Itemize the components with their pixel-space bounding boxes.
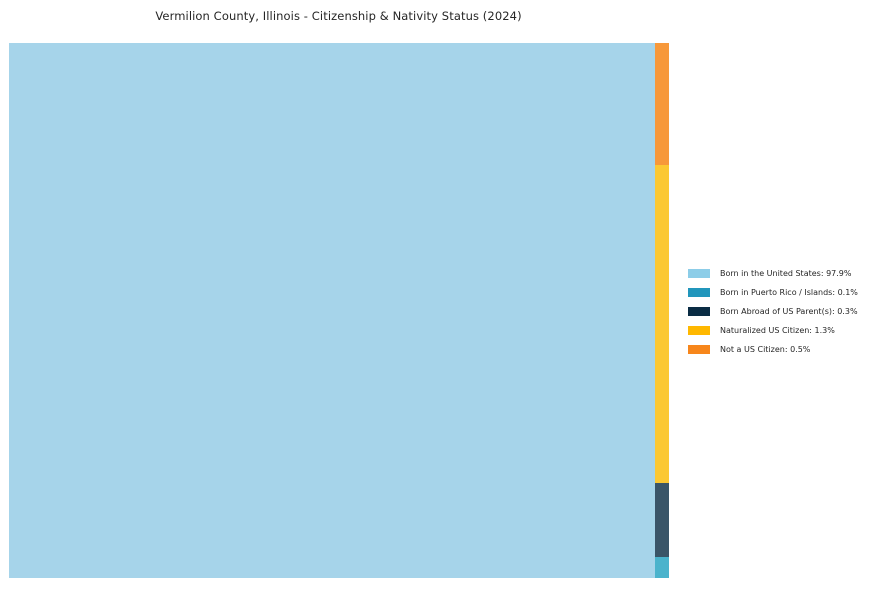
legend-item-born-in-puerto-rico-islands[interactable]: Born in Puerto Rico / Islands: 0.1%	[688, 283, 883, 302]
legend-item-born-abroad-of-us-parents[interactable]: Born Abroad of US Parent(s): 0.3%	[688, 302, 883, 321]
treemap-tile-born-in-puerto-rico-islands[interactable]	[655, 557, 669, 578]
legend-item-naturalized-us-citizen[interactable]: Naturalized US Citizen: 1.3%	[688, 321, 883, 340]
legend-item-label: Born in Puerto Rico / Islands: 0.1%	[720, 287, 858, 297]
legend-item-label: Not a US Citizen: 0.5%	[720, 344, 811, 354]
treemap-plot-area	[9, 43, 669, 578]
legend-item-not-a-us-citizen[interactable]: Not a US Citizen: 0.5%	[688, 340, 883, 359]
treemap-tile-born-abroad-of-us-parents[interactable]	[655, 483, 669, 557]
legend-swatch-icon	[688, 345, 710, 354]
legend-item-label: Naturalized US Citizen: 1.3%	[720, 325, 835, 335]
legend-item-label: Born in the United States: 97.9%	[720, 268, 852, 278]
treemap-tile-naturalized-us-citizen[interactable]	[655, 165, 669, 483]
legend-swatch-icon	[688, 307, 710, 316]
legend-item-born-in-the-united-states[interactable]: Born in the United States: 97.9%	[688, 264, 883, 283]
treemap-tile-not-a-us-citizen[interactable]	[655, 43, 669, 165]
chart-title: Vermilion County, Illinois - Citizenship…	[155, 9, 522, 23]
legend-swatch-icon	[688, 326, 710, 335]
legend-swatch-icon	[688, 269, 710, 278]
legend-swatch-icon	[688, 288, 710, 297]
legend: Born in the United States: 97.9% Born in…	[688, 264, 883, 359]
treemap-tile-born-in-the-united-states[interactable]	[9, 43, 655, 578]
legend-item-label: Born Abroad of US Parent(s): 0.3%	[720, 306, 858, 316]
